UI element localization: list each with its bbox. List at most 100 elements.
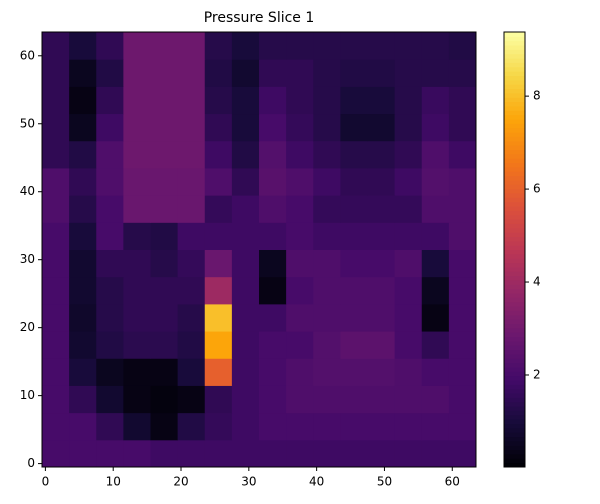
heatmap-cell — [204, 222, 233, 250]
heatmap-cell — [177, 358, 206, 386]
colorbar-segment — [504, 101, 525, 107]
colorbar-segment — [504, 332, 525, 337]
colorbar-segment — [504, 214, 525, 220]
heatmap-cell — [204, 113, 233, 142]
heatmap-cell — [286, 59, 314, 87]
x-tick-label: 50 — [377, 475, 392, 489]
heatmap-cell — [421, 358, 450, 386]
heatmap-cell — [96, 303, 124, 332]
heatmap-cell — [286, 222, 314, 250]
heatmap-cell — [123, 222, 151, 250]
heatmap-cell — [96, 331, 124, 359]
heatmap-cell — [448, 358, 477, 386]
heatmap-cell — [448, 32, 477, 60]
heatmap-cell — [340, 167, 368, 196]
heatmap-cell — [69, 412, 97, 441]
heatmap-cell — [340, 385, 368, 414]
heatmap-cell — [394, 303, 423, 332]
colorbar-segment — [504, 380, 525, 385]
heatmap-cell — [42, 249, 70, 278]
heatmap-cell — [204, 303, 233, 332]
colorbar-segment — [504, 136, 525, 142]
colorbar-segment — [504, 36, 525, 42]
x-tick-label: 30 — [241, 475, 256, 489]
colorbar-frame — [503, 31, 526, 468]
heatmap-cell — [204, 249, 233, 278]
heatmap-cell — [177, 385, 206, 414]
colorbar-segment — [504, 162, 525, 168]
heatmap-cell — [448, 385, 477, 414]
colorbar-segment — [504, 171, 525, 177]
heatmap-cell — [231, 331, 260, 359]
heatmap-cell — [42, 358, 70, 386]
colorbar-segment — [504, 414, 525, 420]
x-tick-label: 10 — [106, 475, 121, 489]
heatmap-cell — [421, 331, 450, 359]
heatmap-cell — [286, 249, 314, 278]
heatmap-cell — [340, 195, 368, 223]
colorbar-segment — [504, 66, 525, 72]
colorbar-segment — [504, 449, 525, 455]
heatmap-cell — [96, 358, 124, 386]
colorbar-segment — [504, 166, 525, 172]
heatmap-cell — [421, 140, 450, 169]
colorbar-segment — [504, 375, 525, 381]
heatmap-cell — [96, 59, 124, 87]
colorbar-segment — [504, 453, 525, 459]
heatmap-cell — [204, 385, 233, 414]
heatmap-cell — [394, 249, 423, 278]
colorbar-segment — [504, 153, 525, 159]
heatmap-cell — [231, 195, 260, 223]
colorbar-segment — [504, 384, 525, 390]
colorbar-segment — [504, 271, 525, 277]
heatmap-cell — [448, 249, 477, 278]
heatmap-cell — [123, 276, 151, 305]
colorbar-segment — [504, 397, 525, 403]
heatmap-cell — [42, 303, 70, 332]
heatmap-cell — [313, 140, 341, 169]
colorbar-segment — [504, 293, 525, 298]
heatmap-cell — [177, 222, 206, 250]
heatmap-cell — [123, 113, 151, 142]
heatmap-cell — [96, 276, 124, 305]
heatmap-cell — [421, 86, 450, 115]
heatmap-cell — [231, 358, 260, 386]
heatmap-cell — [340, 412, 368, 441]
heatmap-cell — [259, 167, 287, 196]
heatmap-cell — [448, 412, 477, 441]
heatmap-cell — [177, 140, 206, 169]
heatmap-cell — [150, 195, 179, 223]
heatmap-cell — [313, 358, 341, 386]
heatmap-cell — [177, 113, 206, 142]
heatmap-cell — [69, 276, 97, 305]
colorbar-segment — [504, 340, 525, 346]
heatmap-cell — [340, 113, 368, 142]
heatmap-cell — [150, 331, 179, 359]
heatmap-cell — [259, 385, 287, 414]
colorbar-segment — [504, 149, 525, 155]
colorbar-segment — [504, 436, 525, 442]
heatmap-cell — [448, 331, 477, 359]
heatmap-cell — [123, 385, 151, 414]
heatmap-cell — [69, 439, 97, 468]
heatmap-cell — [340, 140, 368, 169]
colorbar-segment — [504, 119, 525, 124]
heatmap-cell — [367, 385, 396, 414]
heatmap-cell — [123, 303, 151, 332]
colorbar-segment — [504, 349, 525, 355]
heatmap-cell — [340, 32, 368, 60]
heatmap-cell — [421, 249, 450, 278]
colorbar-segment — [504, 258, 525, 264]
heatmap-cell — [69, 249, 97, 278]
heatmap-cell — [123, 86, 151, 115]
heatmap-cell — [96, 222, 124, 250]
colorbar-segment — [504, 175, 525, 181]
colorbar-segment — [504, 401, 525, 407]
colorbar-segment — [504, 192, 525, 198]
heatmap-cell — [340, 86, 368, 115]
heatmap-cell — [231, 385, 260, 414]
heatmap-cell — [96, 195, 124, 223]
heatmap-cell — [123, 59, 151, 87]
heatmap-cell — [150, 276, 179, 305]
heatmap-cell — [231, 303, 260, 332]
